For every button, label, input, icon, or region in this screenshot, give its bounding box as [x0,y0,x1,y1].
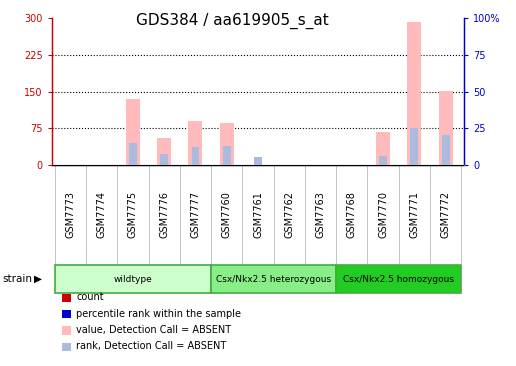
Text: count: count [76,292,104,302]
Bar [126,99,140,165]
Bar [336,265,461,293]
Bar [55,265,211,293]
Text: strain: strain [3,274,33,284]
Bar [129,143,137,165]
Bar [379,156,387,165]
Text: GDS384 / aa619905_s_at: GDS384 / aa619905_s_at [136,13,329,29]
Text: GSM7774: GSM7774 [96,191,107,238]
Text: GSM7772: GSM7772 [441,191,450,238]
Text: rank, Detection Call = ABSENT: rank, Detection Call = ABSENT [76,341,227,351]
Text: wildtype: wildtype [114,274,152,284]
Bar [254,157,262,165]
Text: GSM7773: GSM7773 [66,191,75,238]
Bar [188,121,202,165]
Text: GSM7771: GSM7771 [409,191,420,238]
Text: GSM7776: GSM7776 [159,191,169,238]
Text: GSM7770: GSM7770 [378,191,388,238]
Text: GSM7777: GSM7777 [190,191,200,238]
Bar [376,131,390,165]
Text: Csx/Nkx2.5 homozygous: Csx/Nkx2.5 homozygous [343,274,454,284]
Text: GSM7762: GSM7762 [284,191,294,238]
Text: Csx/Nkx2.5 heterozygous: Csx/Nkx2.5 heterozygous [216,274,331,284]
Bar [410,128,418,165]
Bar [191,147,199,165]
Text: GSM7761: GSM7761 [253,191,263,238]
Bar [157,138,171,165]
Text: value, Detection Call = ABSENT: value, Detection Call = ABSENT [76,325,231,335]
Text: GSM7775: GSM7775 [128,191,138,238]
Bar [160,154,168,165]
Bar [223,146,231,165]
Text: GSM7768: GSM7768 [347,191,357,238]
Text: ▶: ▶ [34,274,42,284]
Bar [439,90,453,165]
Bar [442,135,449,165]
Text: GSM7763: GSM7763 [316,191,326,238]
Bar [407,22,422,165]
Text: percentile rank within the sample: percentile rank within the sample [76,309,241,318]
Bar [211,265,336,293]
Bar [220,123,234,165]
Text: GSM7760: GSM7760 [222,191,232,238]
